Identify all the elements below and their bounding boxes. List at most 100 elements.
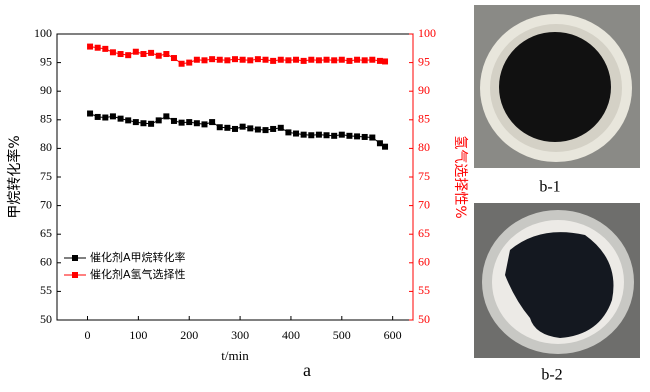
y-tick-label: 95 xyxy=(40,54,52,68)
marker xyxy=(369,134,376,141)
marker xyxy=(170,117,177,124)
marker xyxy=(216,56,223,63)
y-tick-label: 90 xyxy=(40,83,52,97)
marker xyxy=(178,60,185,67)
y-tick-label: 50 xyxy=(40,312,52,326)
legend-label: 催化剂A氢气选择性 xyxy=(90,267,186,281)
y-tick-label: 75 xyxy=(40,169,52,183)
y2-tick-label: 85 xyxy=(418,112,430,126)
legend-marker xyxy=(72,272,78,278)
marker xyxy=(186,119,193,126)
marker xyxy=(315,57,322,64)
marker xyxy=(87,43,94,50)
marker xyxy=(323,56,330,63)
marker xyxy=(224,57,231,64)
marker xyxy=(300,131,307,138)
marker xyxy=(224,124,231,131)
x-tick-label: 0 xyxy=(85,328,91,342)
marker xyxy=(117,51,124,58)
marker xyxy=(109,49,116,56)
marker xyxy=(209,119,216,126)
marker xyxy=(361,57,368,64)
marker xyxy=(382,58,389,65)
marker xyxy=(148,49,155,56)
y2-tick-label: 70 xyxy=(418,197,430,211)
photo-b-2 xyxy=(474,203,640,358)
series-line xyxy=(89,113,386,148)
marker xyxy=(382,143,389,150)
y-tick-label: 60 xyxy=(40,255,52,269)
marker xyxy=(109,113,116,120)
x-axis-title: t/min xyxy=(221,348,249,363)
marker xyxy=(232,56,238,63)
y2-tick-label: 50 xyxy=(418,312,430,326)
y-tick-label: 85 xyxy=(40,112,52,126)
marker xyxy=(262,56,269,63)
marker xyxy=(346,132,353,139)
marker xyxy=(155,117,162,124)
y2-axis-title: 氢气选择性% xyxy=(452,135,468,218)
marker xyxy=(155,52,162,59)
marker xyxy=(193,56,200,63)
y2-tick-label: 65 xyxy=(418,226,430,240)
y2-tick-label: 80 xyxy=(418,140,430,154)
marker xyxy=(376,140,383,147)
photo-b-1 xyxy=(474,5,640,168)
marker xyxy=(338,56,345,63)
y2-tick-label: 75 xyxy=(418,169,430,183)
y2-tick-label: 60 xyxy=(418,255,430,269)
y2-tick-label: 55 xyxy=(418,283,430,297)
x-tick-label: 500 xyxy=(333,328,351,342)
marker xyxy=(239,123,246,130)
y-tick-label: 80 xyxy=(40,140,52,154)
marker xyxy=(331,132,338,139)
marker xyxy=(338,131,345,138)
legend-marker xyxy=(72,255,78,261)
marker xyxy=(277,56,284,63)
marker xyxy=(285,57,292,64)
marker xyxy=(148,120,155,127)
y2-tick-label: 100 xyxy=(418,26,436,40)
marker xyxy=(247,125,254,132)
marker xyxy=(94,113,101,120)
marker xyxy=(247,57,254,64)
marker xyxy=(102,114,109,121)
marker xyxy=(270,57,277,64)
marker xyxy=(354,133,361,140)
marker xyxy=(216,124,223,131)
marker xyxy=(178,119,185,126)
x-tick-label: 300 xyxy=(231,328,249,342)
x-tick-label: 100 xyxy=(129,328,147,342)
marker xyxy=(163,113,170,120)
marker xyxy=(315,131,322,138)
y2-tick-label: 90 xyxy=(418,83,430,97)
marker xyxy=(163,51,170,58)
marker xyxy=(361,133,368,140)
marker xyxy=(209,56,216,63)
marker xyxy=(277,124,284,131)
y-axis-title: 甲烷转化率% xyxy=(6,135,23,218)
legend-label: 催化剂A甲烷转化率 xyxy=(90,250,186,264)
x-tick-label: 400 xyxy=(282,328,300,342)
marker xyxy=(300,57,307,64)
marker xyxy=(293,130,300,137)
y-tick-label: 55 xyxy=(40,283,52,297)
marker xyxy=(201,121,208,128)
marker xyxy=(94,44,101,51)
marker xyxy=(170,55,177,62)
marker xyxy=(331,57,338,64)
y-tick-label: 100 xyxy=(34,26,52,40)
marker xyxy=(270,125,277,132)
marker xyxy=(132,119,139,126)
series-line xyxy=(89,46,386,65)
marker xyxy=(354,56,361,63)
marker xyxy=(285,129,292,136)
marker xyxy=(193,120,200,127)
marker xyxy=(376,57,383,64)
marker xyxy=(102,45,109,52)
marker xyxy=(254,56,261,63)
marker xyxy=(186,59,193,66)
x-tick-label: 200 xyxy=(180,328,198,342)
y2-tick-label: 95 xyxy=(418,54,430,68)
marker xyxy=(369,56,376,63)
